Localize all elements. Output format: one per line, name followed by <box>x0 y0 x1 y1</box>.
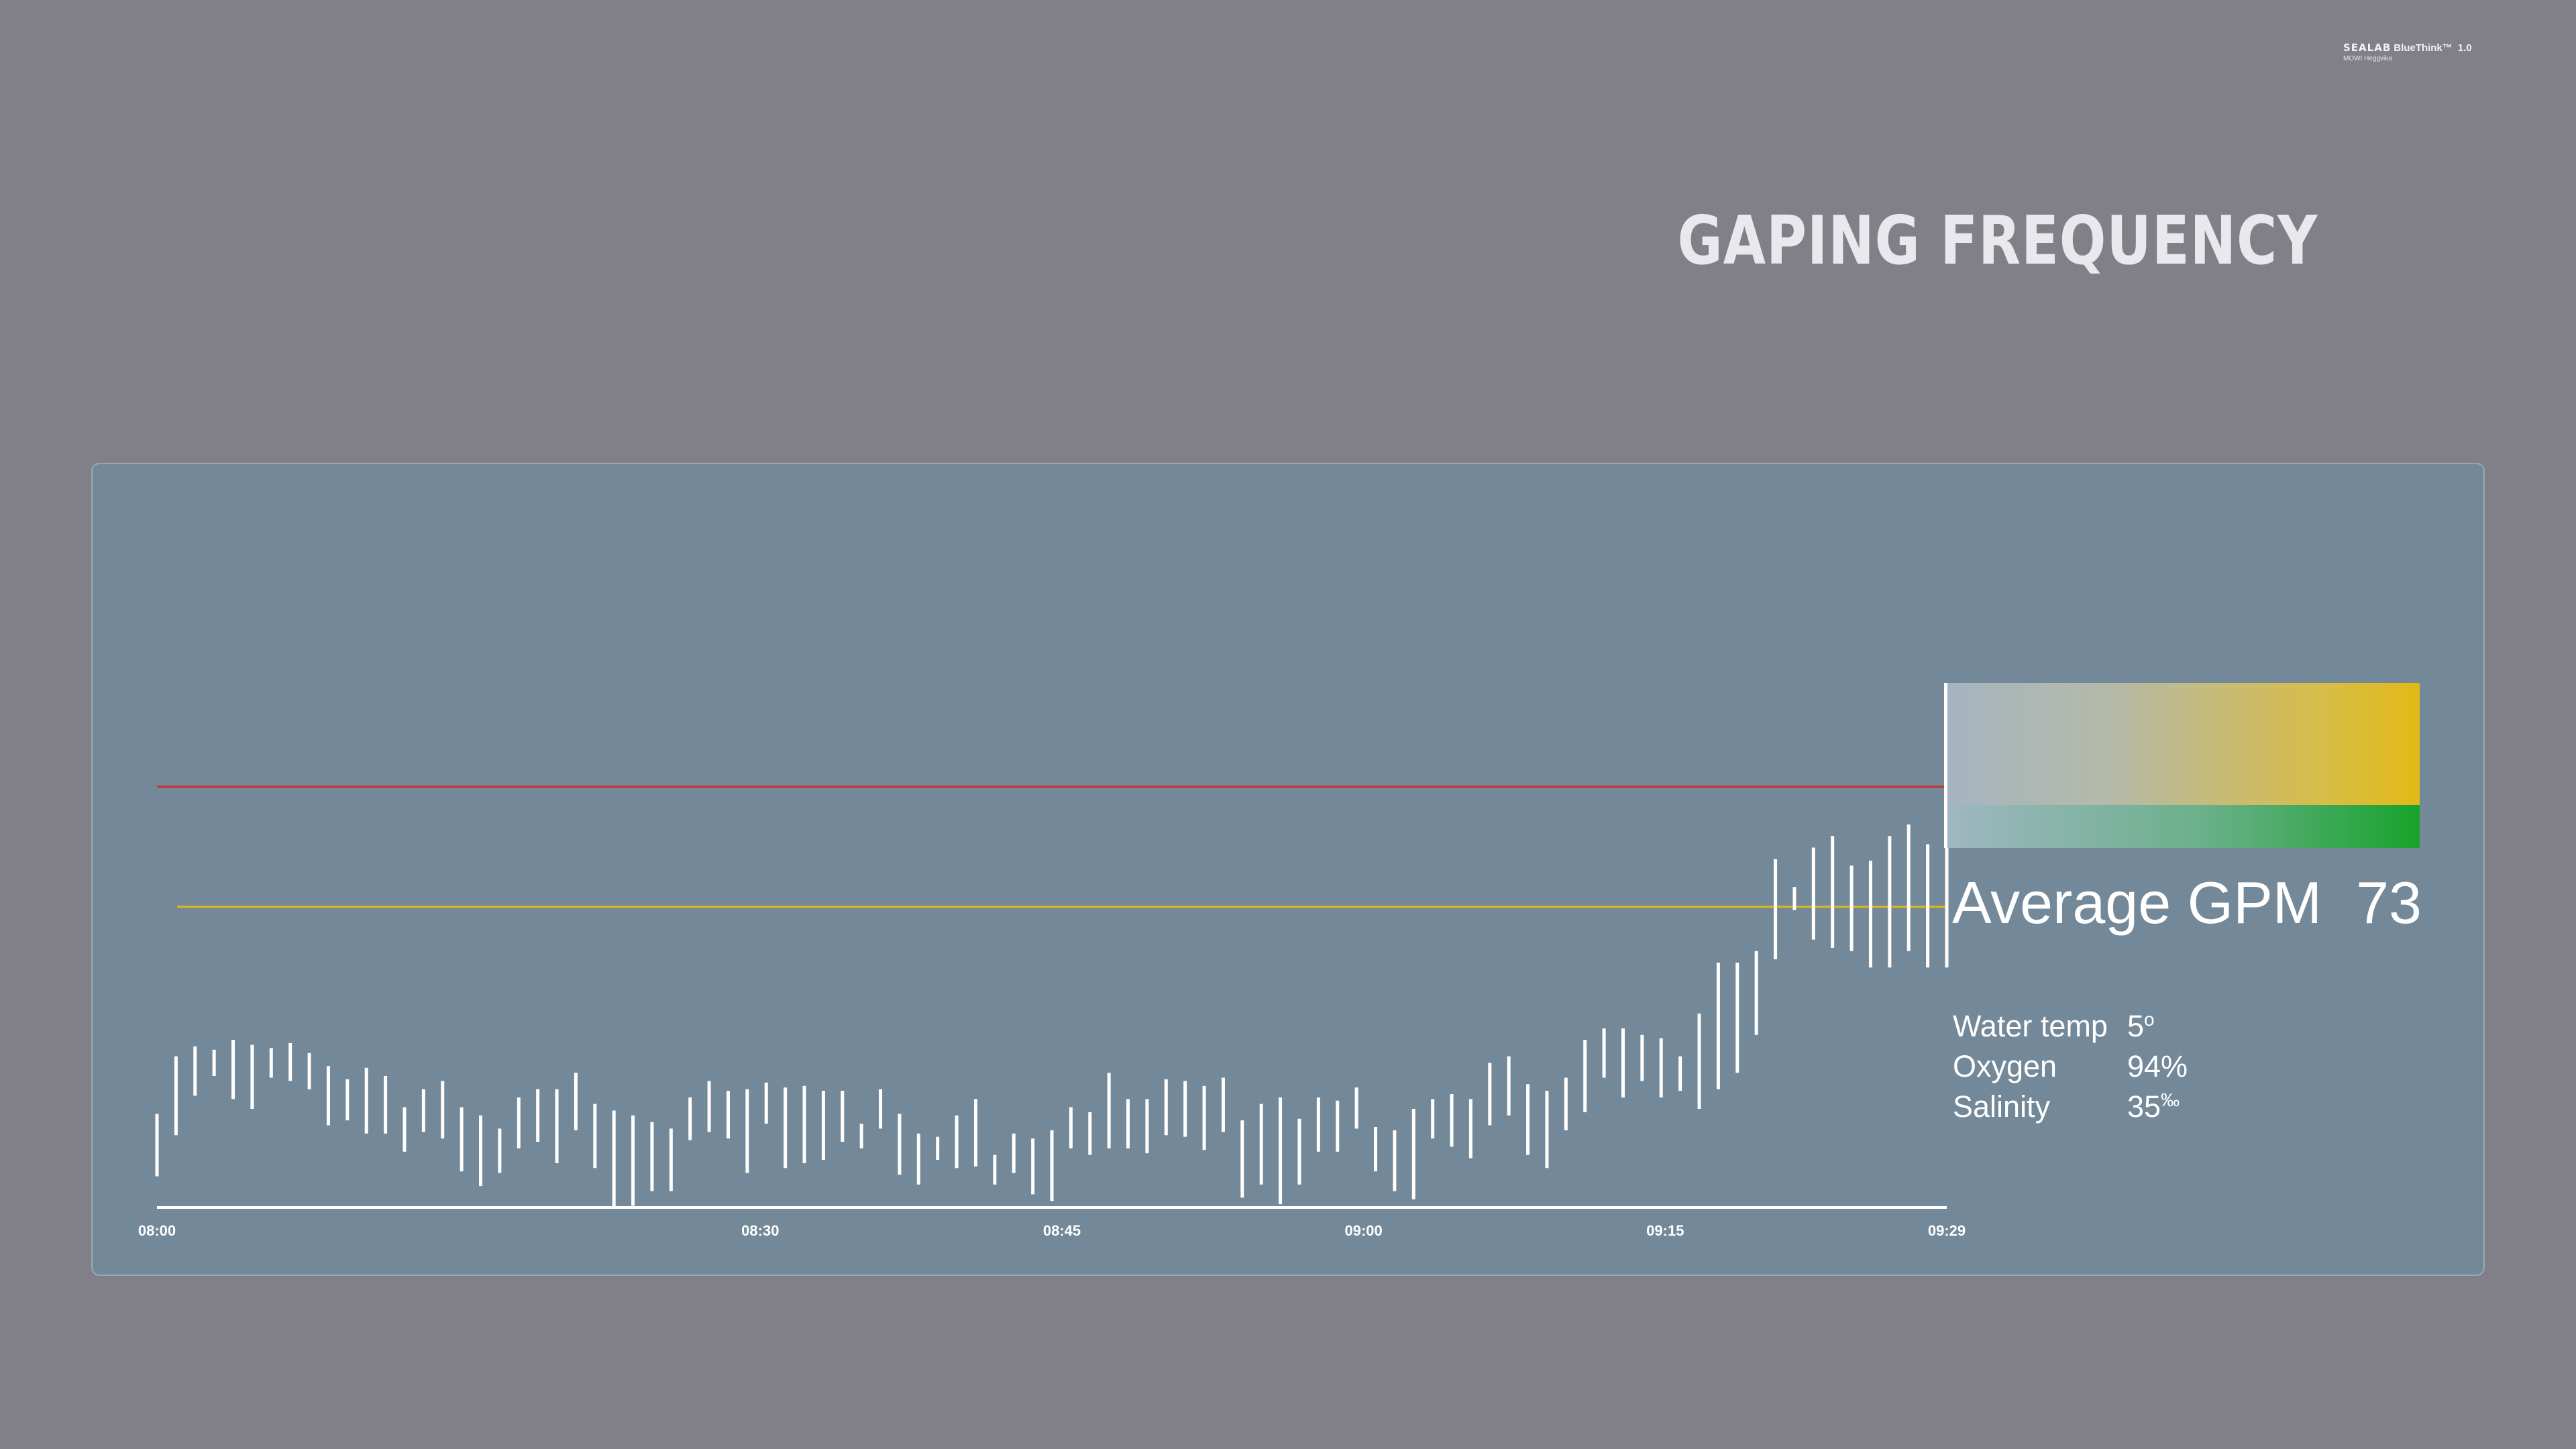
metric-value: 35 <box>2127 1089 2161 1124</box>
metric-water-temp: Water temp 5o <box>1953 1009 2155 1043</box>
gauge-ok-zone <box>1947 805 2420 848</box>
metric-label: Salinity <box>1953 1089 2051 1124</box>
gauge-warning-zone <box>1947 683 2420 805</box>
metric-oxygen: Oxygen 94% <box>1953 1049 2188 1083</box>
metric-unit: o <box>2144 1009 2155 1030</box>
gaping-frequency-chart: 08:00 08:30 08:45 09:00 09:15 09:29 <box>138 786 1966 1239</box>
metric-label: Water temp <box>1953 1009 2108 1043</box>
gauge-current-marker <box>1944 683 1947 848</box>
metric-label: Oxygen <box>1953 1049 2057 1083</box>
x-tick-label: 08:30 <box>741 1222 779 1239</box>
brand-logo: SEALAB BlueThink™ 1.0 MOWI Heggvika <box>2343 43 2472 62</box>
brand-version: 1.0 <box>2457 42 2472 54</box>
x-tick-label: 09:29 <box>1928 1222 1966 1239</box>
x-tick-label: 08:45 <box>1043 1222 1081 1239</box>
metric-value: 5 <box>2127 1009 2145 1043</box>
average-gpm-value: 73 <box>2356 869 2422 936</box>
brand-product: BlueThink™ <box>2394 42 2453 54</box>
metric-unit: ‰ <box>2161 1089 2180 1110</box>
brand-logo-text: SEALAB <box>2343 42 2392 54</box>
page-title: GAPING FREQUENCY <box>1677 201 2318 280</box>
metric-value: 94% <box>2127 1049 2188 1083</box>
metric-salinity: Salinity 35‰ <box>1953 1089 2180 1124</box>
x-tick-label: 09:00 <box>1345 1222 1383 1239</box>
x-tick-label: 08:00 <box>138 1222 176 1239</box>
average-gpm-label: Average GPM <box>1952 869 2322 936</box>
x-tick-label: 09:15 <box>1646 1222 1684 1239</box>
average-gpm: Average GPM 73 <box>1952 873 2422 932</box>
chart-panel: 08:00 08:30 08:45 09:00 09:15 09:29 Average G… <box>91 463 2485 1276</box>
brand-subtitle: MOWI Heggvika <box>2343 55 2392 62</box>
